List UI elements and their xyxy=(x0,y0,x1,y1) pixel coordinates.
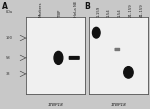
Text: 1-54: 1-54 xyxy=(107,8,111,17)
Text: 21-159: 21-159 xyxy=(128,3,132,17)
Text: 41-159: 41-159 xyxy=(140,3,144,17)
Text: TBP: TBP xyxy=(58,9,62,17)
Text: 1TBP18: 1TBP18 xyxy=(48,103,63,107)
Ellipse shape xyxy=(54,51,63,64)
FancyBboxPatch shape xyxy=(69,57,79,59)
Ellipse shape xyxy=(124,67,133,78)
Text: 58: 58 xyxy=(6,56,10,60)
Text: A: A xyxy=(2,2,8,11)
Text: B: B xyxy=(85,2,90,11)
Ellipse shape xyxy=(92,27,100,38)
Text: Markers: Markers xyxy=(39,1,43,17)
Text: 1TBP18: 1TBP18 xyxy=(111,103,126,107)
Text: 190: 190 xyxy=(6,36,13,40)
Text: 33: 33 xyxy=(6,72,10,76)
Text: 1-159: 1-159 xyxy=(96,5,100,17)
Text: HeLa NE: HeLa NE xyxy=(74,0,78,17)
Text: kDa: kDa xyxy=(6,10,13,14)
FancyBboxPatch shape xyxy=(115,49,120,50)
Text: 1-54: 1-54 xyxy=(117,8,121,17)
